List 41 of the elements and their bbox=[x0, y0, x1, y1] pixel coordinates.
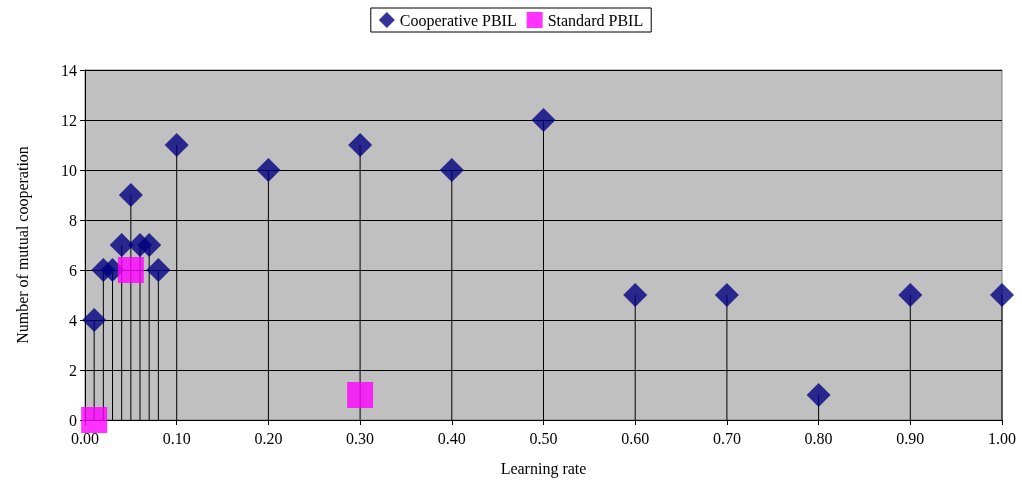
point bbox=[990, 283, 1014, 307]
point bbox=[164, 133, 189, 157]
y-tick-label: 12 bbox=[61, 111, 77, 129]
y-tick-label: 2 bbox=[69, 361, 77, 379]
x-tick-label: 0.10 bbox=[162, 429, 191, 447]
x-tick-label: 0.60 bbox=[621, 429, 650, 447]
point bbox=[81, 407, 108, 433]
x-tick-label: 1.00 bbox=[988, 429, 1016, 447]
point bbox=[347, 382, 374, 408]
y-tick-label: 0 bbox=[69, 411, 77, 429]
x-axis-title: Learning rate bbox=[500, 459, 587, 478]
x-tick-label: 0.70 bbox=[712, 429, 741, 447]
legend-label: Cooperative PBIL bbox=[399, 11, 517, 30]
point bbox=[109, 233, 134, 257]
x-tick-label: 0.90 bbox=[896, 429, 925, 447]
x-tick-label: 0.80 bbox=[804, 429, 833, 447]
point bbox=[256, 158, 281, 182]
x-tick-label: 0.50 bbox=[529, 429, 558, 447]
y-tick-label: 8 bbox=[69, 211, 77, 229]
y-tick-label: 10 bbox=[61, 161, 77, 179]
point bbox=[898, 283, 923, 307]
point bbox=[806, 383, 831, 407]
point bbox=[117, 257, 144, 283]
x-tick-label: 0.20 bbox=[254, 429, 283, 447]
x-tick-label: 0.30 bbox=[346, 429, 375, 447]
point bbox=[531, 108, 556, 132]
point bbox=[82, 308, 107, 332]
x-tick-label: 0.00 bbox=[71, 429, 99, 447]
point bbox=[439, 158, 464, 182]
point bbox=[714, 283, 739, 307]
legend-label: Standard PBIL bbox=[547, 11, 644, 29]
point bbox=[623, 283, 648, 307]
point bbox=[137, 233, 162, 257]
x-tick-label: 0.40 bbox=[437, 429, 466, 447]
point bbox=[146, 258, 171, 282]
point bbox=[118, 183, 143, 207]
y-tick-label: 14 bbox=[61, 61, 77, 79]
point bbox=[348, 133, 373, 157]
y-tick-label: 4 bbox=[69, 311, 77, 329]
y-axis-title: Number of mutual cooperation bbox=[13, 146, 32, 344]
y-tick-label: 6 bbox=[69, 261, 77, 279]
